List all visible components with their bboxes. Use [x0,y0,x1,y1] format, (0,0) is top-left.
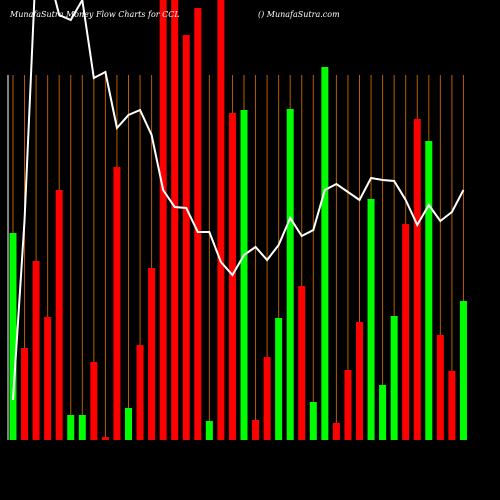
bar [275,318,283,440]
bar [286,109,294,440]
bar [240,110,248,440]
bar [90,362,98,440]
bar [67,415,75,440]
bar [252,420,260,440]
bar [78,415,86,440]
bar [136,345,144,440]
bar [390,316,398,440]
bar [448,371,456,440]
bar [263,357,271,440]
bar [21,348,29,440]
bar [459,301,467,440]
bar [413,119,421,440]
price-line [12,0,465,401]
bar [182,35,190,440]
bar [379,385,387,440]
bar [44,317,52,440]
bar [9,233,17,440]
chart-title: MunafaSutra Money Flow Charts for CCL [9,10,180,19]
bar [298,286,306,440]
bar [125,408,132,440]
bar [171,0,179,440]
bar [101,437,109,440]
bar [205,421,213,440]
bar [332,423,340,440]
bar [321,67,329,440]
bar [436,335,444,440]
bar [113,167,121,440]
site-label: () MunafaSutra.com [258,10,340,19]
bar [309,402,317,440]
bar [55,190,63,440]
bar [356,322,363,440]
bar [425,141,433,440]
bar [194,8,202,440]
bar [148,268,156,440]
bar [32,261,40,440]
bar [402,224,410,440]
bar [367,199,375,440]
bar [217,0,225,440]
bar [344,370,352,440]
bar [159,0,167,440]
